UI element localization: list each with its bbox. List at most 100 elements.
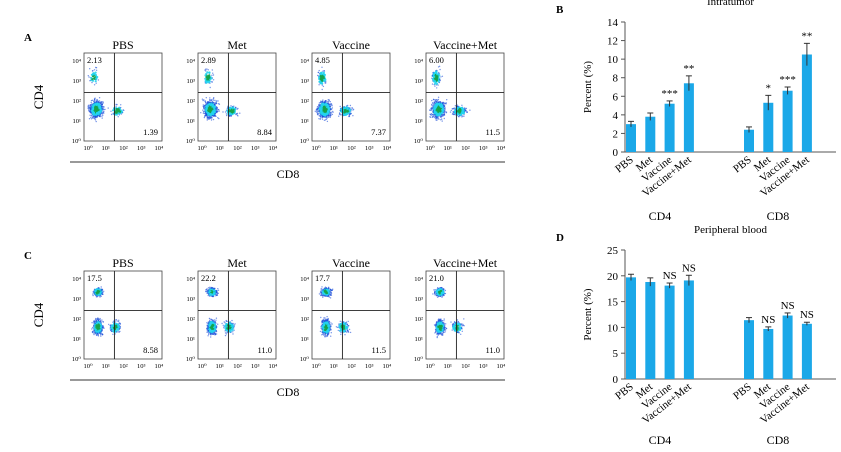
event-dot bbox=[91, 78, 94, 81]
event-dot bbox=[228, 114, 231, 117]
event-dot bbox=[218, 109, 220, 111]
event-dot bbox=[97, 290, 100, 293]
event-dot bbox=[203, 112, 206, 115]
event-dot bbox=[435, 82, 439, 85]
event-dot bbox=[437, 110, 440, 113]
event-dot bbox=[96, 326, 100, 329]
event-dot bbox=[327, 102, 330, 104]
event-dot bbox=[96, 334, 98, 337]
y-tick-label: 10¹ bbox=[73, 118, 82, 125]
event-dot bbox=[436, 108, 439, 111]
event-dot bbox=[232, 331, 234, 333]
event-dot bbox=[211, 117, 213, 119]
event-dot bbox=[343, 111, 346, 114]
event-dot bbox=[324, 82, 326, 84]
event-dot bbox=[443, 117, 445, 120]
event-dot bbox=[89, 107, 92, 110]
event-dot bbox=[87, 104, 90, 107]
x-tick-label: 10² bbox=[461, 145, 470, 152]
quadrant-upper-left-value: 2.13 bbox=[87, 55, 102, 65]
y-tick-label: 10² bbox=[73, 98, 82, 105]
event-dot bbox=[343, 113, 346, 116]
event-dot bbox=[97, 105, 100, 108]
event-dot bbox=[441, 118, 443, 120]
event-dot bbox=[330, 103, 333, 105]
event-dot bbox=[95, 324, 98, 327]
event-dot bbox=[215, 326, 217, 328]
event-dot bbox=[90, 76, 93, 79]
event-dot bbox=[118, 319, 120, 321]
event-dot bbox=[95, 109, 99, 112]
event-dot bbox=[322, 85, 325, 88]
event-dot bbox=[90, 116, 92, 119]
event-dot bbox=[452, 107, 454, 110]
y-tick-label: 10¹ bbox=[73, 336, 82, 343]
event-dot bbox=[324, 119, 327, 121]
y-axis-label: CD4 bbox=[31, 84, 46, 109]
event-dot bbox=[435, 119, 437, 122]
event-dot bbox=[432, 98, 435, 101]
event-dot bbox=[435, 101, 437, 103]
event-dot bbox=[230, 105, 232, 107]
event-dot bbox=[90, 104, 92, 106]
event-dot bbox=[208, 117, 210, 119]
x-tick-label: 10⁰ bbox=[83, 363, 93, 370]
event-dot bbox=[94, 80, 97, 83]
event-dot bbox=[317, 74, 319, 77]
event-dot bbox=[329, 115, 332, 117]
event-dot bbox=[97, 79, 100, 81]
event-dot bbox=[92, 326, 95, 328]
event-dot bbox=[328, 100, 330, 102]
event-dot bbox=[441, 120, 443, 122]
y-tick-label: 10⁰ bbox=[72, 356, 82, 363]
y-tick-label: 10¹ bbox=[301, 118, 310, 125]
event-dot bbox=[94, 294, 96, 296]
event-dot bbox=[116, 331, 118, 333]
event-dot bbox=[431, 77, 433, 80]
y-tick-label: 10⁰ bbox=[72, 138, 82, 145]
event-dot bbox=[208, 74, 211, 77]
y-tick-label: 10³ bbox=[301, 78, 310, 85]
event-dot bbox=[101, 333, 104, 336]
event-dot bbox=[217, 117, 219, 119]
event-dot bbox=[314, 110, 316, 112]
panel-c-flow-cytometry: CCD4CD8PBS17.58.5810⁰10⁰10¹10¹10²10²10³1… bbox=[24, 250, 506, 399]
event-dot bbox=[93, 332, 95, 334]
y-tick-label: 10² bbox=[73, 316, 82, 323]
quadrant-lower-right-value: 7.37 bbox=[371, 127, 386, 137]
event-dot bbox=[120, 104, 122, 106]
event-dot bbox=[103, 290, 105, 292]
event-dot bbox=[205, 97, 207, 99]
event-dot bbox=[101, 112, 104, 114]
panel-letter: C bbox=[24, 250, 32, 262]
event-dot bbox=[95, 67, 98, 69]
event-dot bbox=[443, 104, 445, 107]
event-dot bbox=[91, 110, 95, 113]
event-dot bbox=[90, 115, 93, 117]
event-dot bbox=[318, 109, 320, 112]
dot-plot: Met2.898.8410⁰10⁰10¹10¹10²10²10³10³10⁴10… bbox=[186, 38, 278, 152]
event-dot bbox=[461, 110, 464, 113]
event-dot bbox=[321, 84, 323, 86]
dot-plot: PBS17.58.5810⁰10⁰10¹10¹10²10²10³10³10⁴10… bbox=[72, 256, 164, 370]
x-axis-label: CD8 bbox=[277, 167, 300, 181]
event-dot bbox=[323, 70, 325, 72]
quadrant-upper-left-value: 4.85 bbox=[315, 55, 330, 65]
event-dot bbox=[321, 88, 323, 91]
event-dot bbox=[214, 287, 216, 289]
event-dot bbox=[349, 104, 352, 107]
event-dot bbox=[116, 327, 119, 330]
event-dot bbox=[233, 324, 236, 326]
event-dot bbox=[320, 73, 323, 76]
y-tick-label: 10² bbox=[301, 98, 310, 105]
event-dot bbox=[93, 333, 95, 336]
event-dot bbox=[115, 319, 118, 321]
event-dot bbox=[433, 115, 435, 117]
event-dot bbox=[208, 71, 211, 74]
event-dot bbox=[99, 107, 102, 110]
event-dot bbox=[117, 320, 120, 323]
event-dot bbox=[215, 107, 217, 110]
event-dot bbox=[326, 112, 329, 115]
event-dot bbox=[102, 109, 104, 111]
event-dot bbox=[99, 326, 102, 329]
